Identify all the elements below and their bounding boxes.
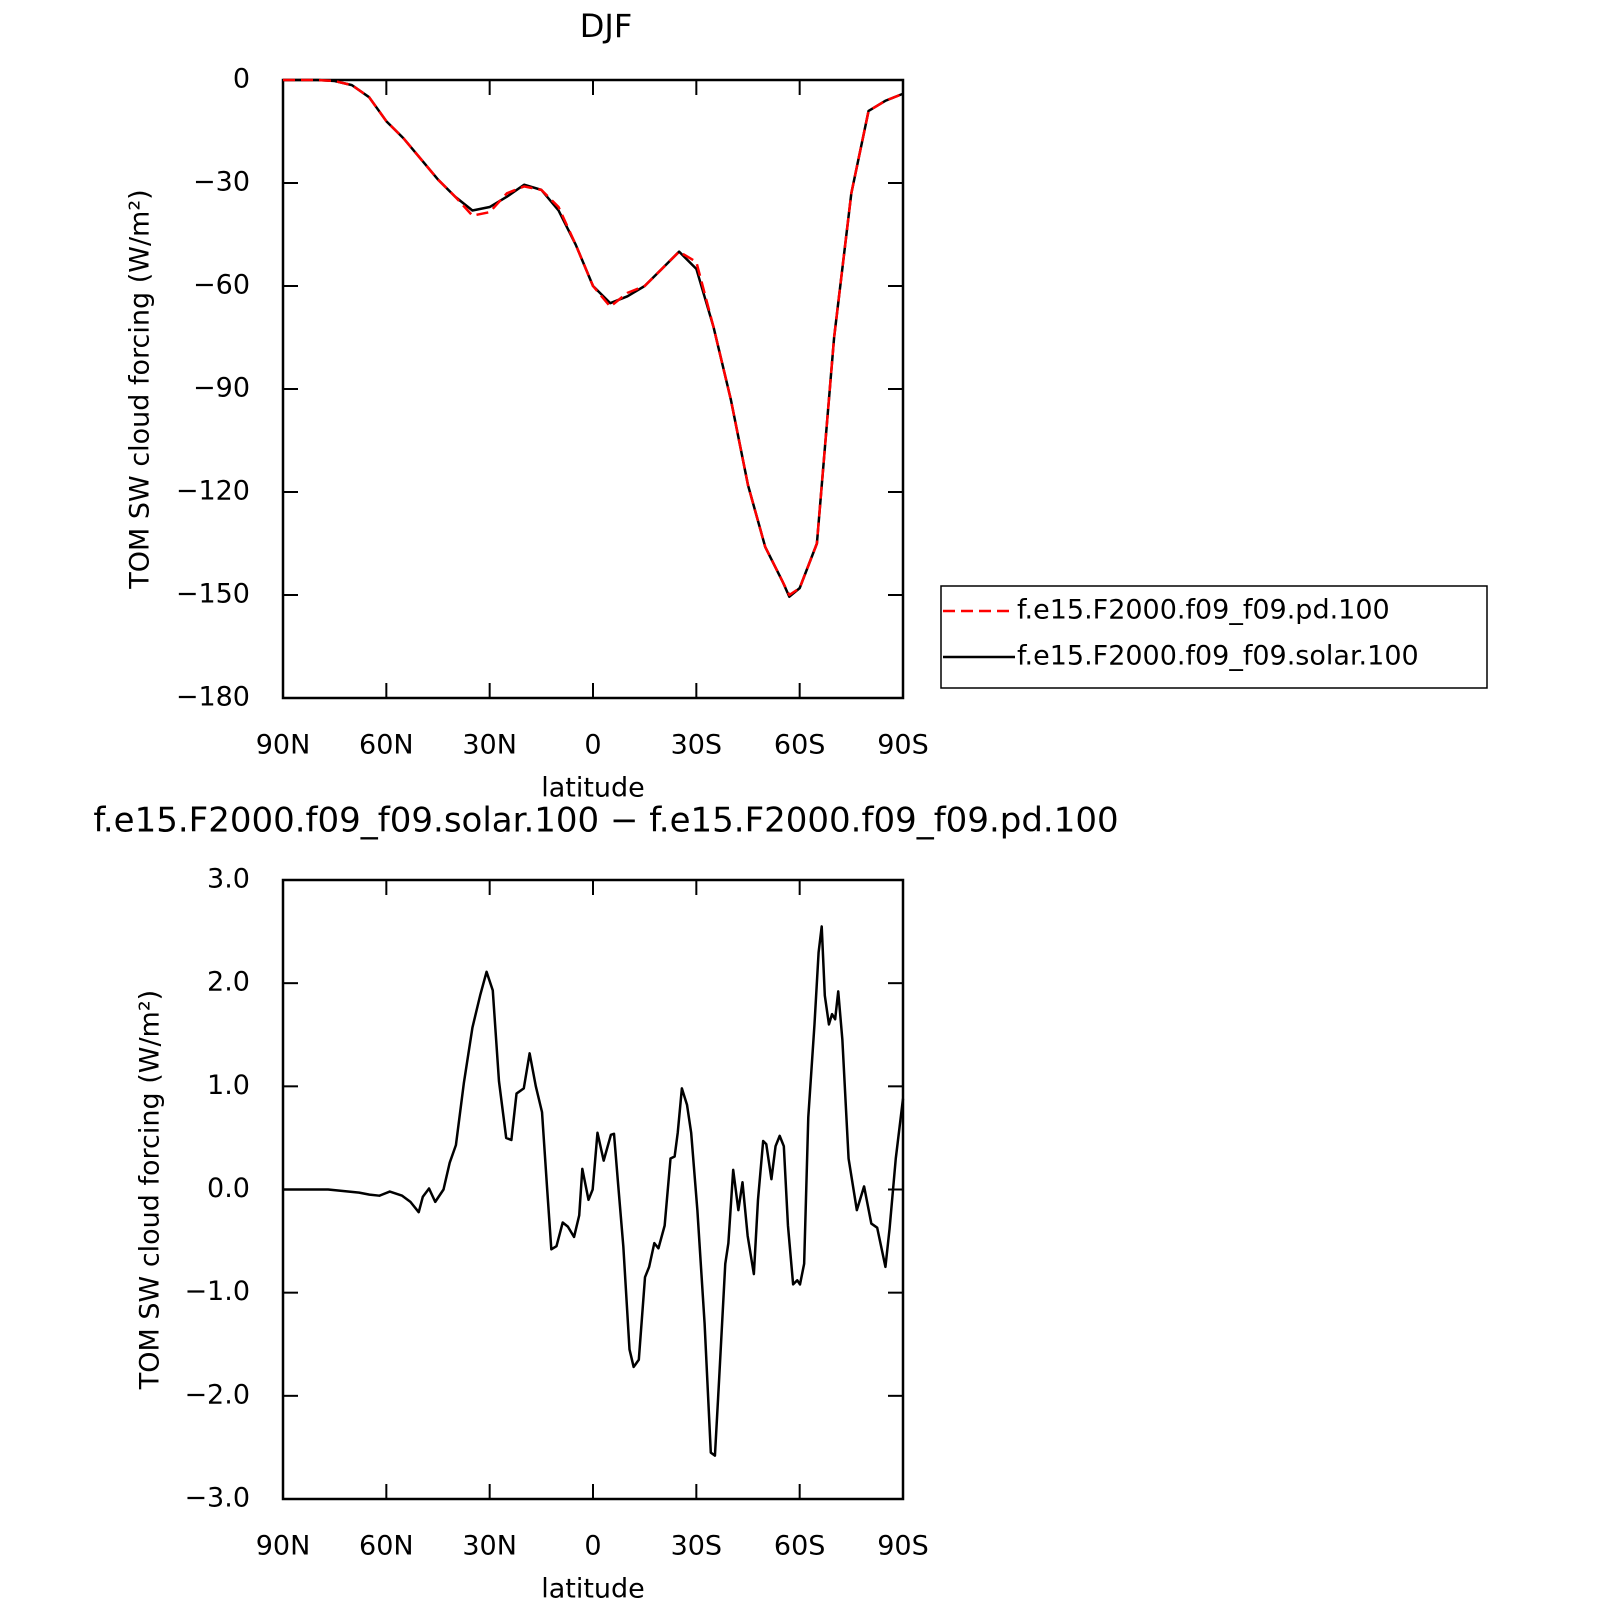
series-line — [283, 925, 905, 1457]
x-tick-label: 60S — [774, 730, 826, 761]
y-tick-label: 0.0 — [207, 1173, 250, 1204]
y-tick-label: −90 — [193, 373, 250, 404]
chart-title: f.e15.F2000.f09_f09.solar.100 − f.e15.F2… — [93, 801, 1118, 841]
x-tick-label: 30N — [462, 1531, 517, 1562]
chart-title: DJF — [580, 7, 632, 45]
y-tick-label: −180 — [176, 682, 250, 713]
x-tick-label: 0 — [584, 1531, 601, 1562]
x-tick-label: 60S — [774, 1531, 826, 1562]
legend-box — [940, 585, 1488, 689]
y-tick-label: 0 — [233, 64, 250, 95]
x-tick-label: 90N — [256, 730, 311, 761]
y-tick-label: 1.0 — [207, 1070, 250, 1101]
y-tick-label: −150 — [176, 579, 250, 610]
series-line — [283, 78, 904, 597]
plot-frame — [281, 78, 905, 700]
x-tick-label: 90S — [877, 1531, 929, 1562]
x-axis-label: latitude — [541, 773, 645, 804]
x-tick-label: 60N — [359, 1531, 414, 1562]
legend-label: f.e15.F2000.f09_f09.pd.100 — [1017, 595, 1390, 626]
y-axis-label: TOM SW cloud forcing (W/m²) — [125, 189, 156, 589]
x-tick-label: 30N — [462, 730, 517, 761]
y-tick-label: −3.0 — [184, 1483, 250, 1514]
x-tick-label: 90S — [877, 730, 929, 761]
x-tick-label: 60N — [359, 730, 414, 761]
series-line — [283, 78, 904, 598]
y-tick-label: −120 — [176, 476, 250, 507]
y-tick-label: 2.0 — [207, 967, 250, 998]
y-tick-label: −60 — [193, 270, 250, 301]
legend-label: f.e15.F2000.f09_f09.solar.100 — [1017, 641, 1419, 672]
y-tick-label: 3.0 — [207, 864, 250, 895]
x-tick-label: 0 — [584, 730, 601, 761]
x-tick-label: 30S — [671, 1531, 723, 1562]
y-tick-label: −30 — [193, 167, 250, 198]
x-axis-label: latitude — [541, 1574, 645, 1605]
x-tick-label: 90N — [256, 1531, 311, 1562]
y-tick-label: −2.0 — [184, 1379, 250, 1410]
y-tick-label: −1.0 — [184, 1276, 250, 1307]
y-axis-label: TOM SW cloud forcing (W/m²) — [135, 990, 166, 1390]
x-tick-label: 30S — [671, 730, 723, 761]
